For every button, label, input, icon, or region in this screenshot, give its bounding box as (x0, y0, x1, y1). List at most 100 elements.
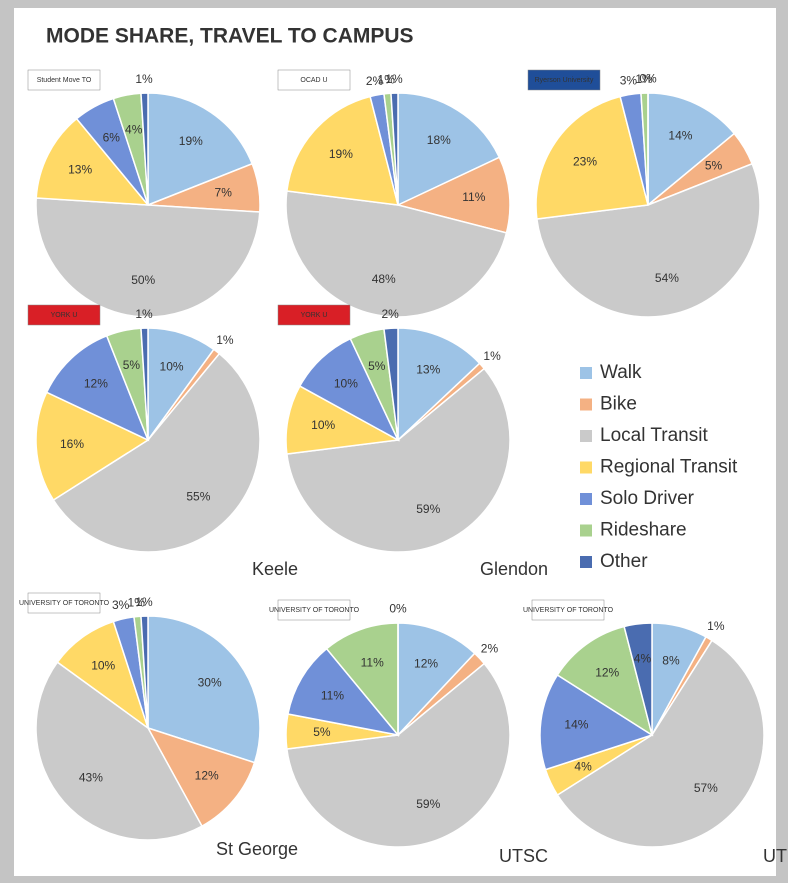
slice-label: 1% (707, 619, 725, 633)
slice-label: 10% (91, 659, 115, 673)
logo-box (27, 592, 101, 614)
slice-label: 4% (125, 122, 143, 136)
logo-text: OCAD U (300, 77, 327, 84)
campus-label: St George (216, 839, 298, 859)
logo-box (277, 69, 351, 91)
pie-slice (623, 622, 653, 736)
slice-label: 8% (662, 653, 680, 667)
pie-slice (35, 197, 261, 318)
legend-swatch (580, 398, 592, 411)
campus-label: Keele (252, 559, 298, 579)
logo-box (277, 304, 351, 326)
slice-label: 57% (694, 781, 718, 795)
slice-label: 1% (635, 72, 653, 86)
logo-text: Student Move TO (37, 77, 92, 84)
pie-slice (140, 615, 149, 729)
logo-box (277, 599, 351, 621)
slice-label: 7% (215, 185, 233, 199)
pie-slice (539, 673, 654, 771)
slice-label: 4% (634, 652, 652, 666)
logo-box (527, 69, 601, 91)
pie-slice (390, 92, 399, 206)
slice-label: 1% (385, 72, 403, 86)
slice-label: 12% (595, 666, 619, 680)
logo-text: UNIVERSITY OF TORONTO (523, 607, 614, 614)
pie-slice (147, 615, 261, 764)
logo-box (531, 599, 605, 621)
slice-label: 12% (195, 769, 219, 783)
legend-label: Walk (600, 362, 642, 383)
legend-swatch (580, 367, 592, 379)
pie-slice (556, 639, 765, 848)
logo-box (27, 69, 101, 91)
slice-label: 4% (574, 760, 592, 774)
slice-label: 10% (334, 377, 358, 391)
slice-label: 48% (372, 272, 396, 286)
pie-slice (140, 327, 149, 441)
slice-label: 16% (60, 437, 84, 451)
slice-label: 1% (378, 72, 396, 86)
pie-slice (285, 190, 508, 318)
logo-text: UNIVERSITY OF TORONTO (19, 600, 110, 607)
pie-slice (35, 117, 150, 206)
legend-swatch (580, 556, 592, 568)
pie-slice (536, 162, 761, 318)
slice-label: 5% (313, 725, 331, 739)
slice-label: 1% (135, 72, 153, 86)
pie-slice (535, 95, 649, 220)
pie-slice (286, 662, 511, 848)
pie-slice (395, 156, 511, 234)
slice-label: 10% (160, 360, 184, 374)
legend-label: Local Transit (600, 425, 708, 446)
slice-label: 19% (329, 147, 353, 161)
campus-label: UTSC (499, 846, 548, 866)
slice-label: 59% (416, 502, 440, 516)
slice-label: 0% (389, 602, 407, 616)
pie-slice (397, 92, 501, 207)
slice-label: 59% (416, 797, 440, 811)
pie-slice (325, 622, 399, 738)
slice-label: 50% (131, 273, 155, 287)
pie-slice (556, 625, 654, 737)
slice-label: 11% (361, 656, 384, 670)
logo-text: UNIVERSITY OF TORONTO (269, 607, 360, 614)
slice-label: 43% (79, 771, 103, 785)
pie-slice (647, 92, 736, 207)
pie-slice (383, 327, 399, 441)
logo-text: YORK U (51, 312, 78, 319)
pie-slice (146, 726, 256, 828)
slice-label: 12% (84, 377, 108, 391)
slice-label: 1% (135, 307, 153, 321)
slice-label: 5% (368, 359, 386, 373)
legend-swatch (580, 430, 592, 442)
slice-label: 1% (483, 349, 501, 363)
pie-slice (397, 622, 476, 737)
slice-label: 11% (321, 688, 344, 702)
slice-label: 1% (216, 333, 234, 347)
slice-label: 1% (135, 595, 153, 609)
pie-slice (397, 327, 481, 442)
slice-label: 23% (573, 154, 597, 168)
slice-label: 55% (186, 489, 210, 503)
slice-label: 11% (462, 190, 485, 204)
slice-label: 12% (414, 656, 438, 670)
slice-label: 2% (481, 641, 499, 655)
legend-label: Solo Driver (600, 488, 695, 509)
logo-text: Ryerson University (535, 77, 594, 84)
slice-label: 54% (655, 271, 679, 285)
slice-label: 2% (366, 74, 384, 88)
pie-slice (52, 352, 261, 553)
slice-label: 2% (381, 307, 399, 321)
slice-label: 30% (198, 675, 222, 689)
slice-label: 13% (68, 163, 92, 177)
pie-slice (287, 647, 400, 737)
title: MODE SHARE, TRAVEL TO CAMPUS (46, 25, 414, 48)
pie-slice (286, 95, 400, 206)
legend-swatch (580, 493, 592, 505)
logo-box (27, 304, 101, 326)
slice-label: 3% (112, 598, 130, 612)
pie-slice (286, 367, 511, 553)
pie-slice (140, 92, 149, 206)
logo-text: YORK U (301, 312, 328, 319)
